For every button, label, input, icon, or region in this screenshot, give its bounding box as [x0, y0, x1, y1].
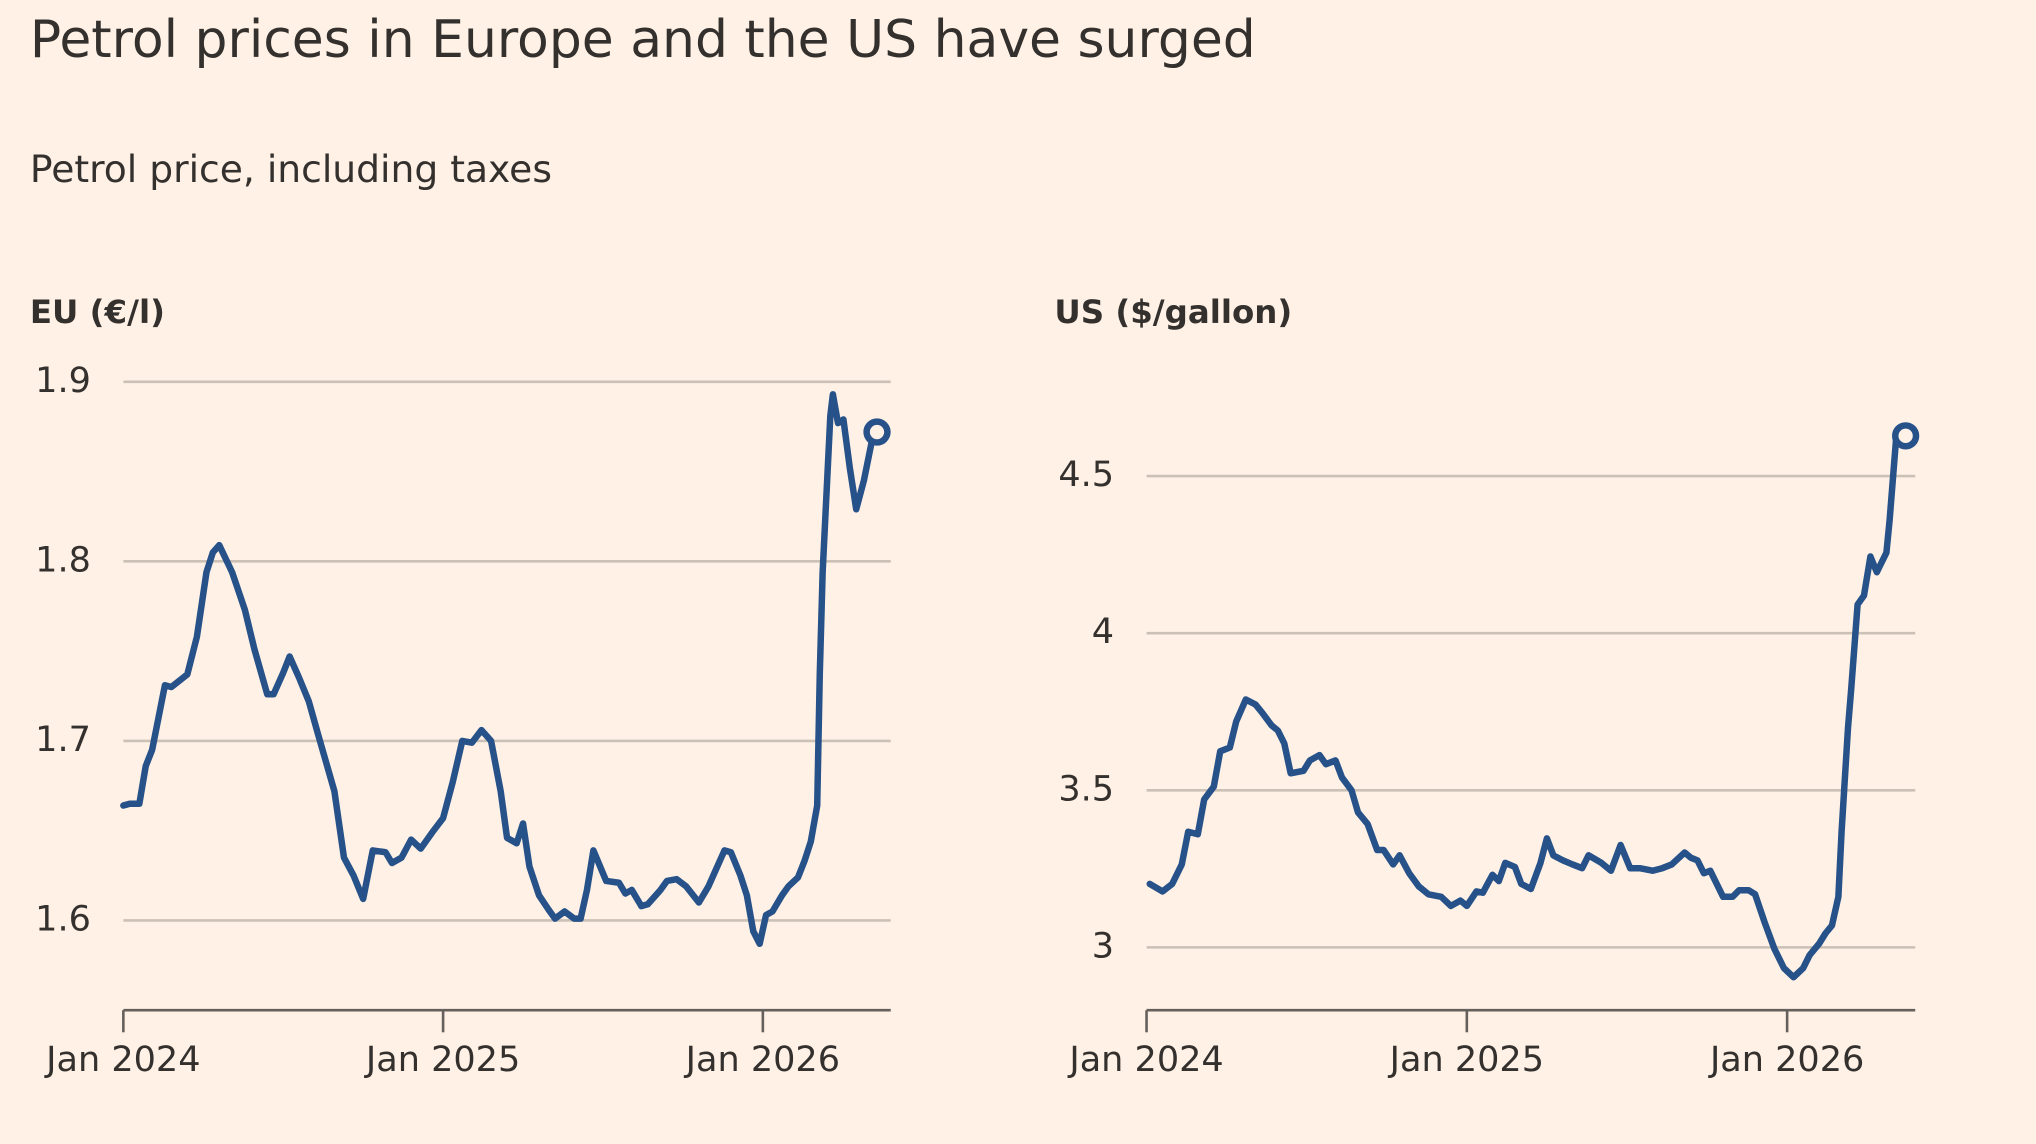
y-tick-label: 4 [1092, 611, 1114, 652]
data-line [1146, 432, 1909, 981]
chart-subtitle: Petrol price, including taxes [30, 147, 552, 191]
y-tick-label: 1.7 [35, 719, 91, 760]
x-tick-label: Jan 2025 [1388, 1039, 1544, 1080]
x-tick-label: Jan 2024 [44, 1039, 200, 1080]
end-marker [863, 418, 891, 446]
y-tick-label: 1.6 [35, 898, 91, 939]
y-axis-title: EU (€/l) [30, 293, 165, 331]
y-tick-label: 1.8 [35, 539, 91, 580]
x-tick-label: Jan 2024 [1067, 1039, 1223, 1080]
y-tick-label: 3.5 [1058, 768, 1114, 809]
y-tick-label: 3 [1092, 925, 1114, 966]
y-tick-label: 4.5 [1058, 454, 1114, 495]
end-marker [1891, 422, 1920, 450]
x-tick-label: Jan 2026 [1708, 1039, 1864, 1080]
y-tick-label: 1.9 [35, 360, 91, 401]
y-axis-title: US ($/gallon) [1054, 293, 1292, 331]
x-tick-label: Jan 2025 [364, 1039, 520, 1080]
data-line [120, 391, 881, 948]
chart-title: Petrol prices in Europe and the US have … [30, 10, 1256, 70]
x-tick-label: Jan 2026 [684, 1039, 840, 1080]
